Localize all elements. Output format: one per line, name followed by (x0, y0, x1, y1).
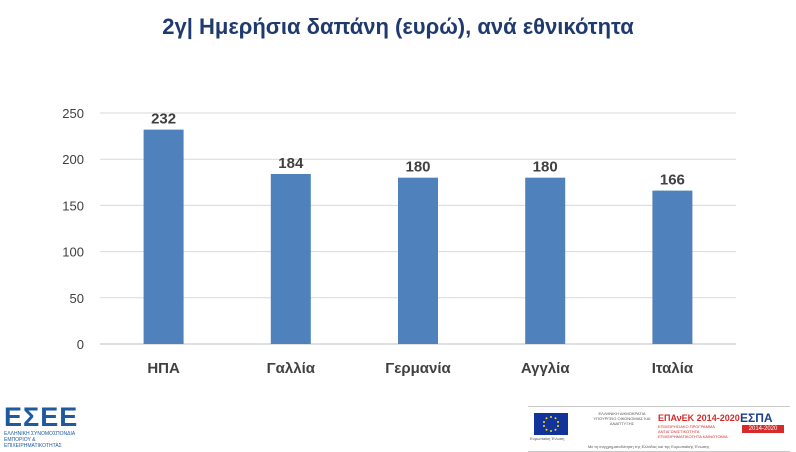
category-label-2: Γαλλία (267, 360, 316, 377)
bar-4 (525, 177, 566, 344)
funding-logos-strip: Ευρωπαϊκή Ένωση ΕΛΛΗΝΙΚΗ ΔΗΜΟΚΡΑΤΙΑ ΥΠΟΥ… (528, 406, 790, 452)
epanek-logo: ΕΠΑνΕΚ 2014-2020 (658, 413, 740, 423)
data-label-5: 166 (660, 172, 685, 189)
eu-caption: Ευρωπαϊκή Ένωση (530, 436, 565, 441)
y-tick-label-250: 250 (62, 106, 84, 121)
data-label-1: 232 (151, 111, 176, 128)
logo-subtitle-line1: ΕΛΛΗΝΙΚΗ ΣΥΝΟΜΟΣΠΟΝΔΙΑ (4, 431, 76, 437)
eu-flag-icon (534, 413, 568, 435)
y-tick-label-200: 200 (62, 152, 84, 167)
category-label-5: Ιταλία (652, 360, 694, 377)
cofunding-caption: Με τη συγχρηματοδότηση της Ελλάδας και τ… (588, 444, 710, 449)
data-label-3: 180 (405, 159, 430, 176)
bar-1 (143, 129, 184, 344)
category-label-4: Αγγλία (521, 360, 570, 377)
logo-subtitle-line2: ΕΜΠΟΡΙΟΥ & ΕΠΙΧΕΙΡΗΜΑΤΙΚΟΤΗΤΑΣ (4, 437, 62, 449)
data-label-4: 180 (533, 159, 558, 176)
y-tick-label-100: 100 (62, 245, 84, 260)
chart-title: 2γ| Ημερήσια δαπάνη (ευρώ), ανά εθνικότη… (162, 14, 634, 39)
y-tick-label-150: 150 (62, 198, 84, 213)
y-tick-label-0: 0 (77, 337, 84, 352)
espa-years: 2014-2020 (742, 425, 784, 433)
esee-logo: ΕΣΕΕ ΕΛΛΗΝΙΚΗ ΣΥΝΟΜΟΣΠΟΝΔΙΑ ΕΜΠΟΡΙΟΥ & Ε… (4, 402, 94, 450)
bar-2 (270, 173, 311, 344)
category-label-1: ΗΠΑ (147, 360, 180, 377)
greek-ministry-caption: ΕΛΛΗΝΙΚΗ ΔΗΜΟΚΡΑΤΙΑ ΥΠΟΥΡΓΕΙΟ ΟΙΚΟΝΟΜΙΑΣ… (593, 411, 651, 426)
espa-logo: ΕΣΠΑ (740, 411, 773, 425)
logo-letters: ΕΣΕΕ (4, 402, 79, 432)
data-label-2: 184 (278, 155, 304, 172)
bar-chart: 0 50 100 150 200 250 232 ΗΠΑ 184 Γαλλία 180 Γερμανί… (62, 106, 736, 377)
bar-5 (652, 190, 693, 344)
epanek-subtitle: ΕΠΙΧΕΙΡΗΣΙΑΚΟ ΠΡΟΓΡΑΜΜΑ ΑΝΤΑΓΩΝΙΣΤΙΚΟΤΗΤ… (658, 424, 728, 439)
y-tick-label-50: 50 (70, 291, 84, 306)
category-label-3: Γερμανία (385, 360, 451, 377)
bar-3 (398, 177, 438, 344)
